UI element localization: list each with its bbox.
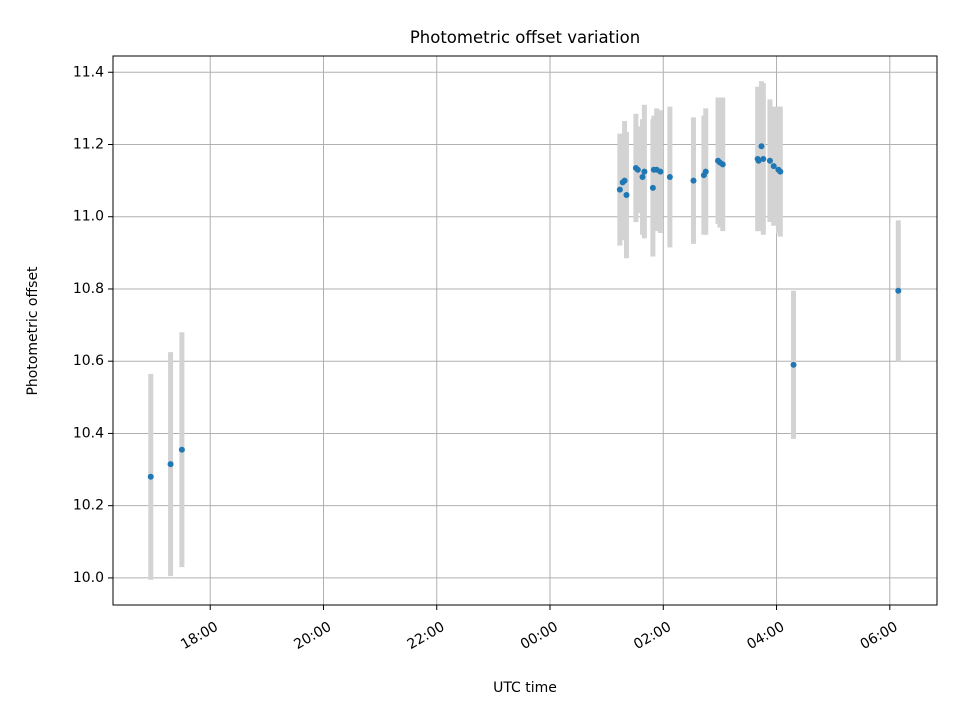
data-point [639,173,646,180]
y-axis-label: Photometric offset [25,266,41,396]
plot-frame [112,55,938,606]
data-point [766,157,773,164]
data-point [621,177,628,184]
data-point [657,168,664,175]
y-tick-label: 10.0 [73,570,104,586]
data-point [641,168,648,175]
data-point [623,192,630,199]
y-tick-label: 11.4 [73,64,104,80]
data-point [690,177,697,184]
data-point [178,446,185,453]
x-axis-label: UTC time [493,680,557,696]
data-point [634,166,641,173]
data-point [702,168,709,175]
data-point [616,186,623,193]
data-point [649,184,656,191]
data-points [147,143,902,480]
y-tick-label: 11.2 [73,136,104,152]
y-tick-label: 10.2 [73,498,104,514]
y-tick-label: 10.6 [73,353,104,369]
data-point [758,143,765,150]
data-point [755,157,762,164]
data-point [790,361,797,368]
data-point [666,173,673,180]
data-point [895,287,902,294]
chart-title: Photometric offset variation [410,28,640,47]
data-point [770,163,777,170]
y-tick-label: 10.8 [73,281,104,297]
y-tick-label: 11.0 [73,209,104,225]
data-point [147,473,154,480]
y-axis-ticks: 10.0 10.2 10.4 10.6 10.8 11.0 11.2 11.4 [73,64,113,586]
data-point [167,461,174,468]
data-point [719,161,726,168]
data-point [777,168,784,175]
y-tick-label: 10.4 [73,425,104,441]
data-point [760,155,767,162]
